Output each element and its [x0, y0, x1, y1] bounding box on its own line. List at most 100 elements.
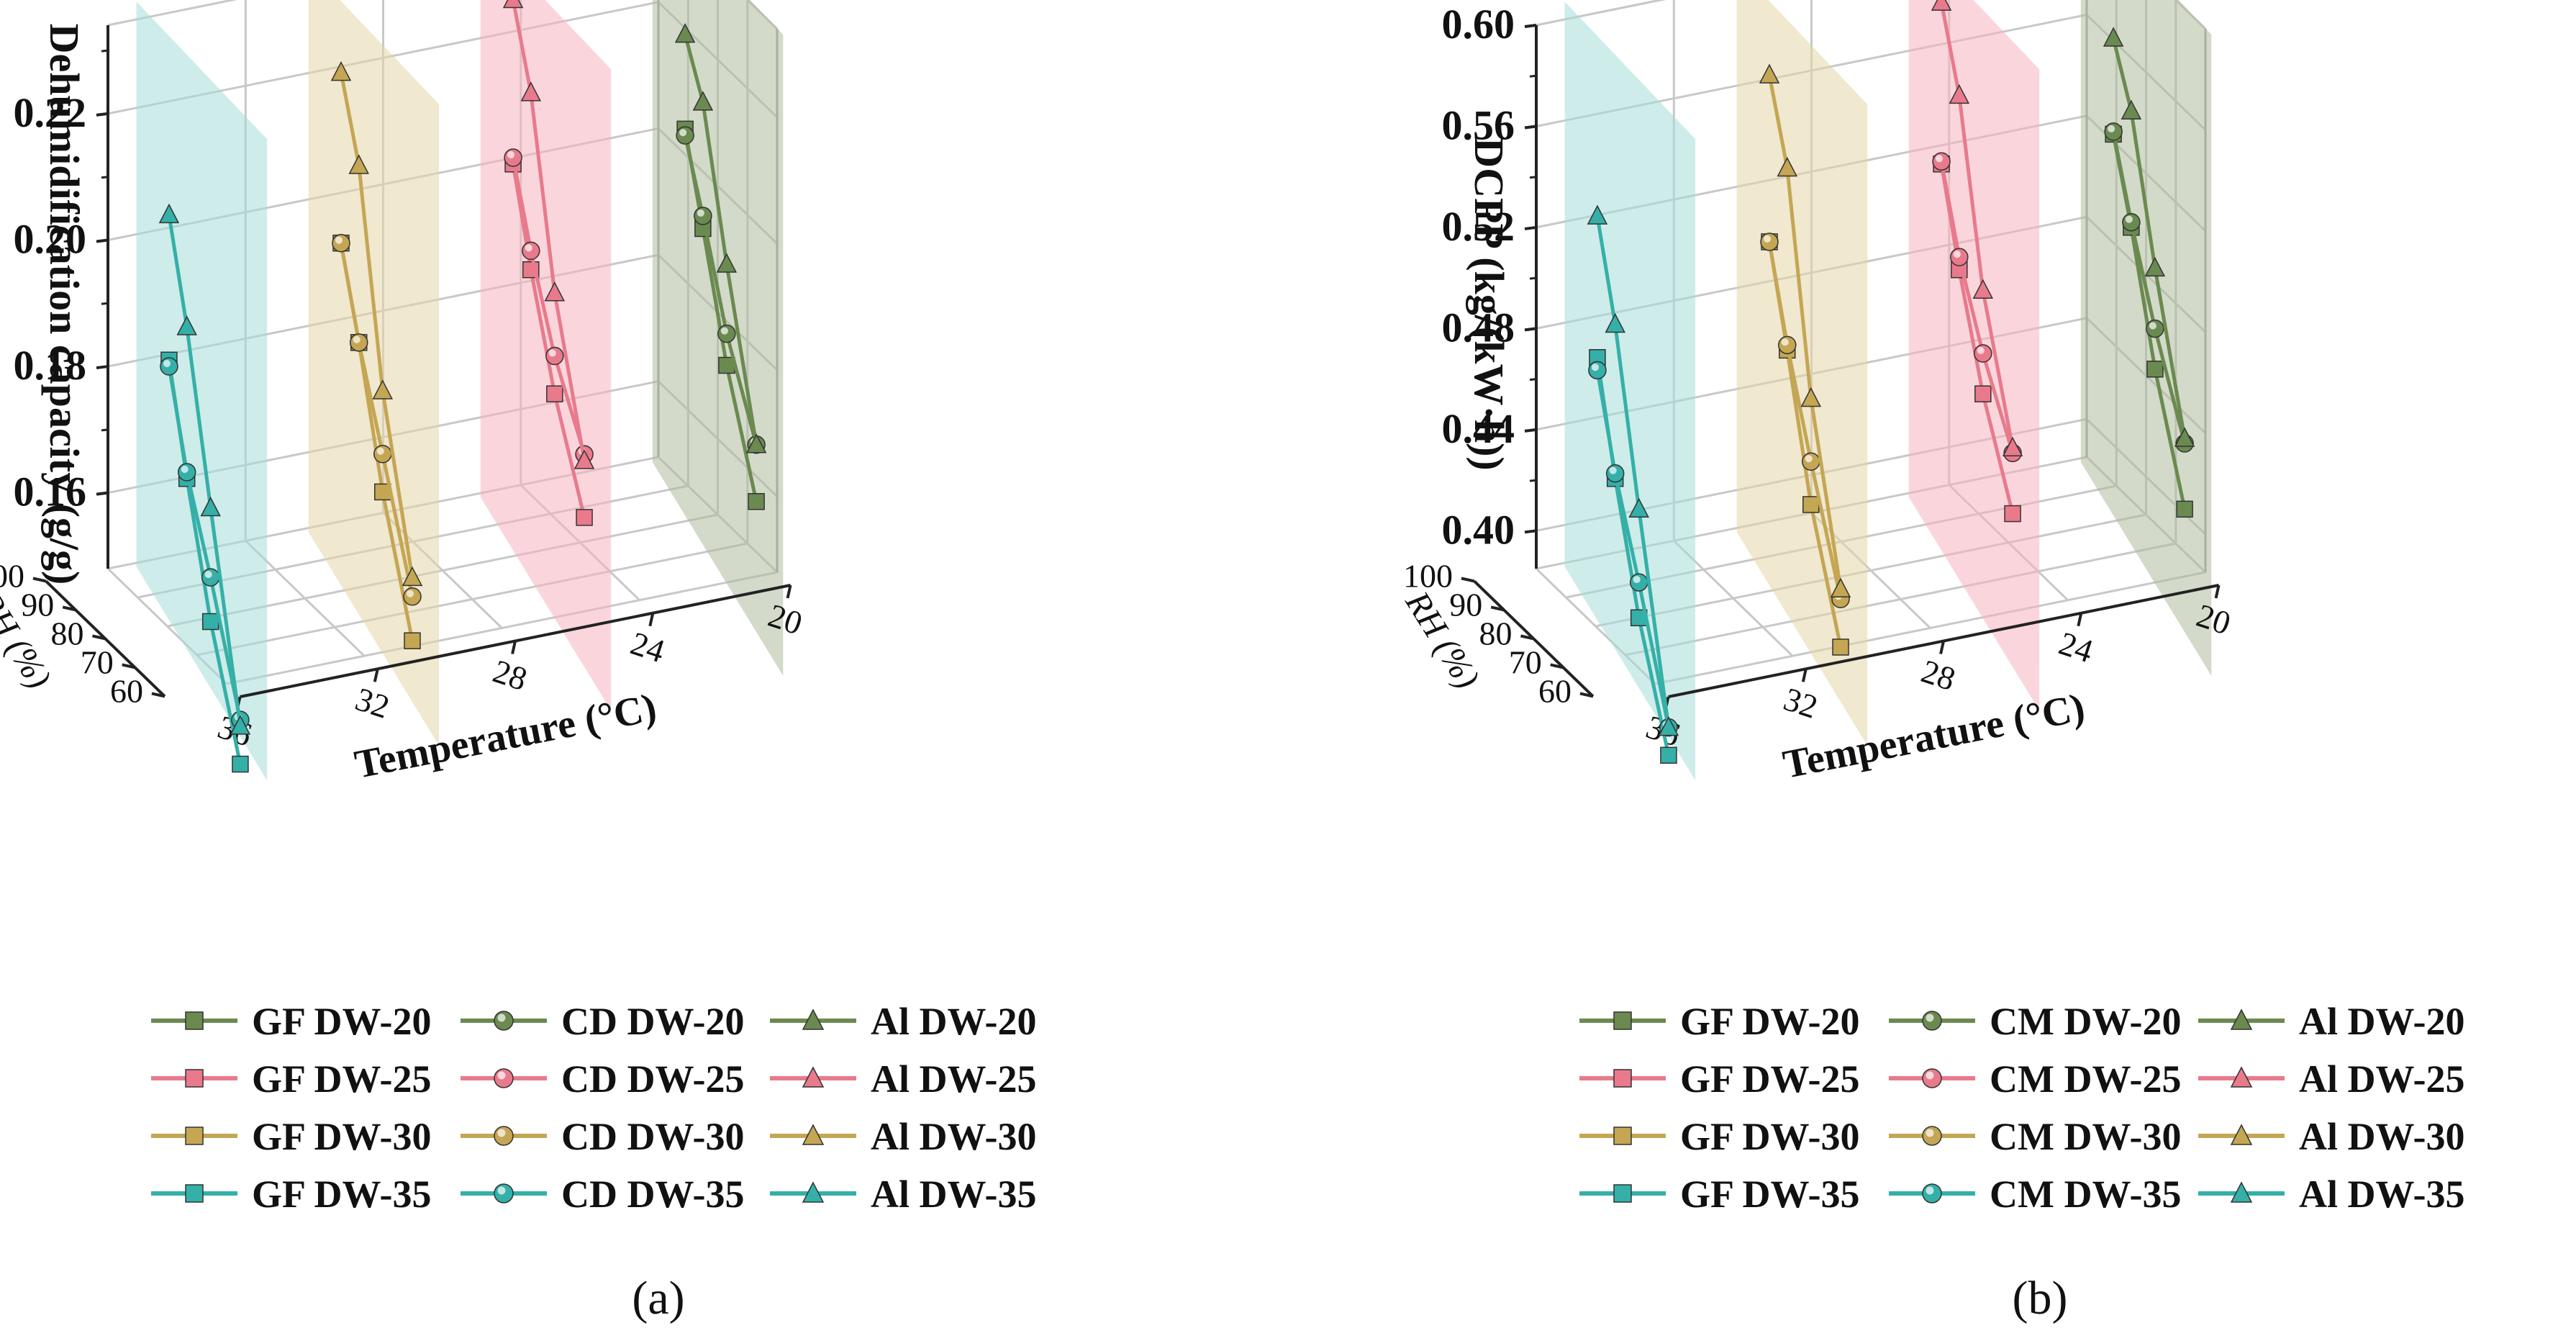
series-line — [683, 34, 758, 446]
legend-label: Al DW-35 — [871, 1173, 1036, 1216]
z-tick-label: 0.16 — [14, 469, 87, 515]
triangle-marker — [802, 1181, 825, 1203]
rh-tick-label: 80 — [50, 615, 83, 651]
temperature-tick-label: 28 — [1917, 652, 1960, 697]
triangle-marker — [1972, 279, 1994, 299]
square-marker — [546, 385, 563, 402]
temperature-tick-label: 32 — [1779, 680, 1823, 726]
rh-tick-label: 60 — [1538, 672, 1572, 709]
temperature-tick-label: 24 — [626, 625, 669, 670]
triangle-marker — [1658, 716, 1679, 736]
rh-tick — [151, 692, 165, 698]
square-marker — [185, 1069, 204, 1088]
legend-label: Al DW-30 — [871, 1115, 1036, 1158]
circle-marker-highlight — [697, 209, 704, 217]
temperature-tick — [511, 641, 517, 654]
triangle-marker — [573, 449, 595, 469]
circle-marker-highlight — [497, 1013, 506, 1022]
z-minor-tick — [101, 49, 109, 53]
rh-tick — [122, 663, 136, 669]
rh-tick-label: 100 — [0, 557, 24, 594]
circle-marker-highlight — [2149, 322, 2157, 330]
circle-marker-highlight — [1781, 338, 1789, 346]
square-marker — [1802, 496, 1820, 513]
legend-label: Al DW-35 — [2299, 1173, 2464, 1216]
square-marker — [404, 632, 421, 649]
plane-t30 — [1736, 0, 1868, 746]
rh-tick — [1490, 605, 1505, 612]
series-line — [1939, 161, 2015, 454]
rh-tick — [1579, 692, 1594, 698]
triangle-marker — [2103, 27, 2124, 47]
circle-marker-highlight — [507, 150, 515, 159]
triangle-marker — [802, 1008, 825, 1030]
z-tick-label: 0.48 — [1442, 304, 1515, 351]
z-tick-label: 0.52 — [1442, 203, 1515, 250]
circle-marker-highlight — [1805, 455, 1813, 463]
square-marker — [748, 493, 765, 510]
triangle-marker — [402, 566, 423, 587]
circle-marker-highlight — [548, 349, 556, 357]
square-marker — [2176, 500, 2193, 518]
triangle-marker — [176, 315, 197, 335]
rh-tick — [1520, 634, 1534, 641]
z-tick-label: 0.60 — [1442, 1, 1515, 48]
square-marker — [201, 613, 219, 631]
legend-label: CD DW-30 — [561, 1115, 744, 1158]
legend-label: GF DW-35 — [1680, 1173, 1859, 1216]
triangle-marker — [802, 1124, 825, 1145]
triangle-marker — [200, 496, 221, 517]
triangle-marker — [230, 715, 251, 735]
triangle-marker — [520, 81, 542, 101]
triangle-marker — [2230, 1066, 2253, 1088]
rh-tick — [92, 634, 106, 641]
data-series — [1587, 0, 2195, 764]
legend-label: Al DW-25 — [2299, 1057, 2464, 1101]
circle-marker-highlight — [163, 360, 171, 368]
triangle-marker — [1628, 497, 1649, 518]
triangle-marker — [1949, 83, 1970, 104]
circle-marker-highlight — [2125, 215, 2133, 223]
triangle-marker — [502, 0, 524, 9]
plane-t35 — [136, 1, 268, 781]
circle-marker-highlight — [679, 129, 687, 137]
rh-tick-label: 90 — [21, 586, 54, 623]
legend-label: CD DW-20 — [561, 1000, 744, 1043]
series-line — [1767, 74, 1843, 590]
circle-marker-highlight — [497, 1129, 506, 1137]
circle-marker-highlight — [335, 236, 343, 244]
triangle-marker — [1759, 63, 1780, 83]
rh-tick — [1461, 577, 1475, 583]
z-minor-tick — [1529, 479, 1537, 482]
legend-label: GF DW-30 — [1680, 1115, 1859, 1158]
circle-marker-highlight — [1953, 250, 1961, 258]
legend: GF DW-20 CD DW-20 Al DW-20 GF DW-25 CD DW-25… — [151, 1000, 1036, 1216]
square-marker — [1613, 1126, 1632, 1145]
square-marker — [185, 1126, 204, 1145]
square-marker — [1613, 1069, 1632, 1088]
triangle-marker — [1830, 577, 1851, 597]
chart-panel-a: 0.160.180.200.22607080901002024283236Deh… — [0, 0, 1036, 1324]
triangle-marker — [1587, 204, 1608, 225]
triangle-marker — [745, 433, 767, 453]
plane-t35 — [1564, 1, 1696, 781]
triangle-marker — [2002, 436, 2023, 457]
temperature-tick — [1801, 668, 1808, 682]
temperature-tick — [2077, 613, 2083, 627]
circle-marker-highlight — [1926, 1071, 1934, 1080]
z-tick-label: 0.18 — [14, 342, 87, 389]
circle-marker-highlight — [720, 327, 728, 335]
z-tick-label: 0.56 — [1442, 101, 1515, 148]
series-line — [339, 243, 414, 597]
rh-tick-label: 100 — [1403, 557, 1453, 594]
series-line — [1595, 215, 1671, 728]
circle-marker-highlight — [1926, 1013, 1934, 1022]
legend-label: GF DW-30 — [252, 1115, 431, 1158]
legend-label: GF DW-35 — [252, 1173, 431, 1216]
triangle-marker — [716, 253, 738, 273]
temperature-axis-title: Temperature (°C) — [351, 685, 660, 787]
triangle-marker — [674, 23, 696, 43]
legend-label: Al DW-20 — [871, 1000, 1036, 1043]
circle-marker-highlight — [525, 244, 532, 252]
circle-marker-highlight — [1977, 346, 1985, 355]
